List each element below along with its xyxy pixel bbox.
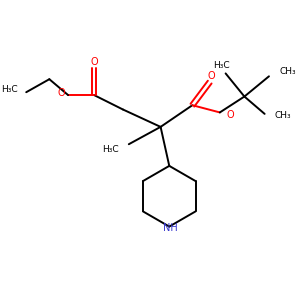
- Text: O: O: [57, 88, 65, 98]
- Text: CH₃: CH₃: [279, 68, 296, 76]
- Text: H₃C: H₃C: [213, 61, 230, 70]
- Text: H₃C: H₃C: [2, 85, 18, 94]
- Text: O: O: [226, 110, 234, 120]
- Text: O: O: [90, 57, 98, 68]
- Text: H₃C: H₃C: [102, 145, 119, 154]
- Text: NH: NH: [163, 223, 178, 233]
- Text: CH₃: CH₃: [275, 111, 291, 120]
- Text: O: O: [207, 71, 215, 81]
